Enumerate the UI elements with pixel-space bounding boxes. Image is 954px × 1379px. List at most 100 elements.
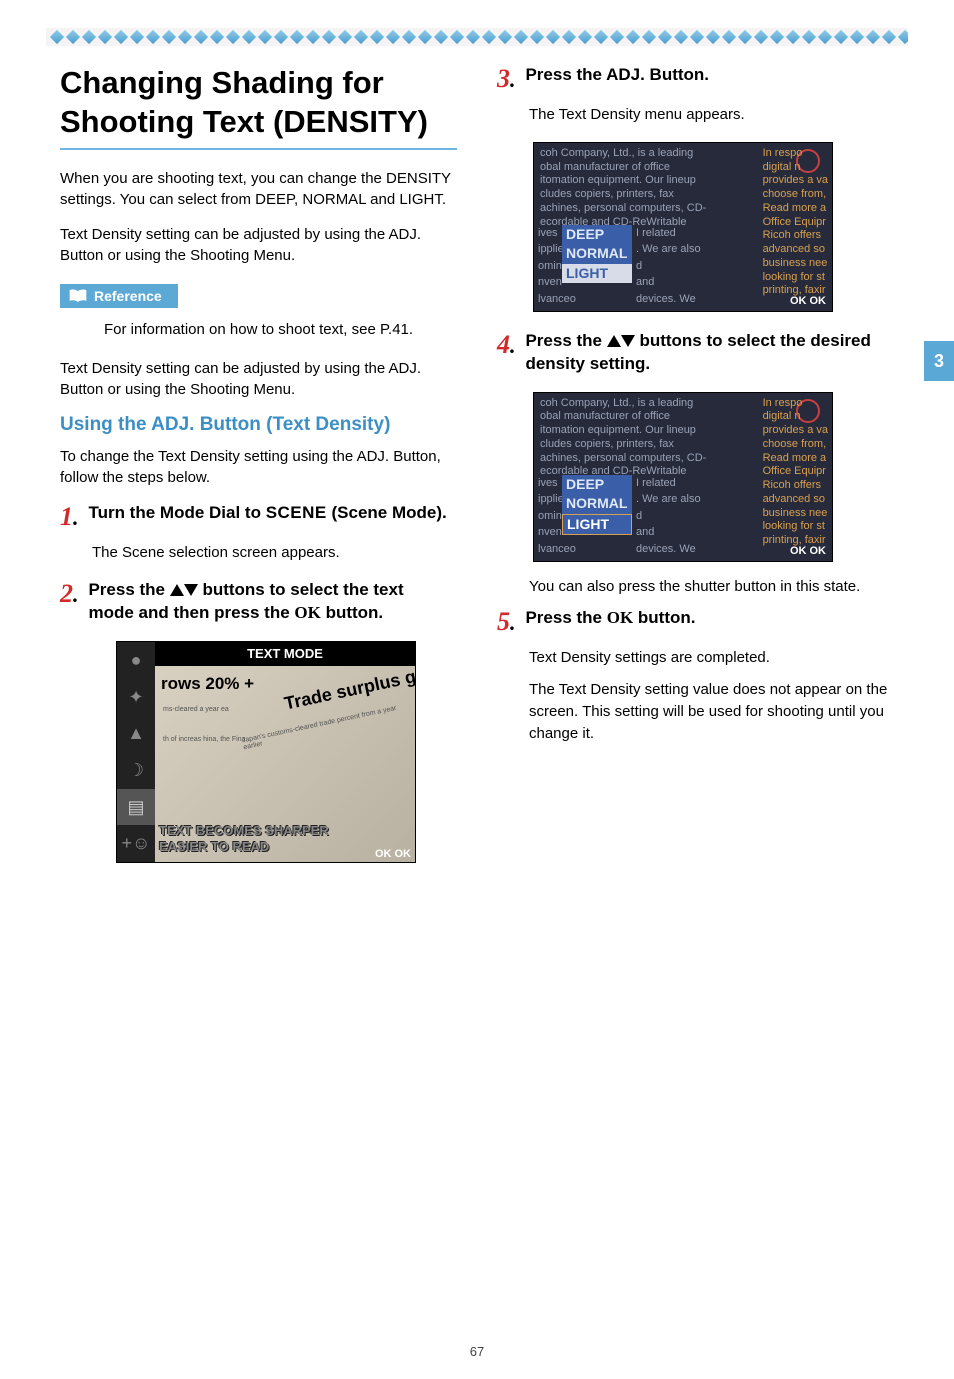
down-triangle-icon-2 xyxy=(621,335,635,347)
s5-ok: OK xyxy=(607,608,633,627)
diamond-icon xyxy=(690,30,704,44)
diamond-icon xyxy=(322,30,336,44)
diamond-icon xyxy=(386,30,400,44)
diamond-icon xyxy=(562,30,576,44)
lcd1-mode-icon: ▤ xyxy=(117,789,155,826)
diamond-icon xyxy=(754,30,768,44)
step-num-1: 1. xyxy=(60,502,84,532)
lcd1-mode-icon: ☽ xyxy=(117,752,155,789)
subheading: Using the ADJ. Button (Text Density) xyxy=(60,414,457,436)
diamond-icon xyxy=(450,30,464,44)
step-num-5: 5. xyxy=(497,607,521,637)
diamond-icon xyxy=(498,30,512,44)
lcd1-mode-icon: ✦ xyxy=(117,679,155,716)
step-4-head: Press the buttons to select the desired … xyxy=(525,330,885,376)
subheading-p: To change the Text Density setting using… xyxy=(60,446,457,488)
lcd-text-mode: ●✦▲☽▤+☺ TEXT MODE rows 20% + Trade surpl… xyxy=(116,641,416,863)
diamond-icon xyxy=(82,30,96,44)
step-3-head: Press the ADJ. Button. xyxy=(525,64,885,87)
diamond-icon xyxy=(98,30,112,44)
diamond-icon xyxy=(146,30,160,44)
step-5-sub1: Text Density settings are completed. xyxy=(529,647,894,669)
diamond-icon xyxy=(66,30,80,44)
diamond-icon xyxy=(706,30,720,44)
step1-pre: Turn the Mode Dial to xyxy=(88,503,265,522)
diamond-icon xyxy=(194,30,208,44)
diamond-icon xyxy=(610,30,624,44)
diamond-icon xyxy=(482,30,496,44)
diamond-icon xyxy=(274,30,288,44)
diamond-icon xyxy=(818,30,832,44)
lcd1-tiny1: ms-cleared a year ea xyxy=(163,706,229,713)
step-4-sub: You can also press the shutter button in… xyxy=(529,576,894,598)
lcd1-mode-icon: ▲ xyxy=(117,715,155,752)
left-column: Changing Shading for Shooting Text (DENS… xyxy=(60,64,457,863)
s4-a: Press the xyxy=(525,331,606,350)
diamond-icon xyxy=(802,30,816,44)
step-5-sub2: The Text Density setting value does not … xyxy=(529,679,894,744)
lcd1-title: TEXT MODE xyxy=(155,642,415,665)
page-number: 67 xyxy=(0,1344,954,1359)
step-3: 3. Press the ADJ. Button. The Text Densi… xyxy=(497,64,894,126)
diamond-icon xyxy=(242,30,256,44)
lcd1-tiny3: Japan's customs-cleared trade percent fr… xyxy=(241,703,408,752)
step-4: 4. Press the buttons to select the desir… xyxy=(497,330,894,376)
lcd-density-2: coh Company, Ltd., is a leadingobal manu… xyxy=(533,392,833,562)
book-icon xyxy=(68,288,88,304)
right-column: 3. Press the ADJ. Button. The Text Densi… xyxy=(497,64,894,863)
lcd1-tiny2: th of increas hina, the Fina xyxy=(163,736,246,743)
lcd1-outline2: EASIER TO READ xyxy=(159,839,269,854)
diamond-icon xyxy=(850,30,864,44)
diamond-icon xyxy=(226,30,240,44)
diamond-icon xyxy=(882,30,896,44)
step-3-sub: The Text Density menu appears. xyxy=(529,104,894,126)
diamond-icon xyxy=(738,30,752,44)
intro-p1: When you are shooting text, you can chan… xyxy=(60,168,457,210)
step1-post: (Scene Mode). xyxy=(327,503,447,522)
step-2: 2. Press the buttons to select the text … xyxy=(60,579,457,625)
diamond-icon xyxy=(434,30,448,44)
diamond-icon xyxy=(626,30,640,44)
reference-tab: Reference xyxy=(60,284,178,308)
s2-ok: OK xyxy=(294,603,320,622)
diamond-icon xyxy=(258,30,272,44)
diamond-icon xyxy=(210,30,224,44)
intro-p2: Text Density setting can be adjusted by … xyxy=(60,224,457,266)
diamond-icon xyxy=(402,30,416,44)
diamond-icon xyxy=(642,30,656,44)
diamond-icon xyxy=(354,30,368,44)
diamond-icon xyxy=(162,30,176,44)
diamond-icon xyxy=(130,30,144,44)
lcd1-mode-icon: ● xyxy=(117,642,155,679)
diamond-icon xyxy=(834,30,848,44)
step-5-head: Press the OK button. xyxy=(525,607,885,630)
lcd1-ok: OK OK xyxy=(375,848,411,860)
lcd1-mode-icon: +☺ xyxy=(117,825,155,862)
diamond-icon xyxy=(866,30,880,44)
lcd1-main: TEXT MODE rows 20% + Trade surplus gro m… xyxy=(155,642,415,862)
step-num-4: 4. xyxy=(497,330,521,360)
diamond-icon xyxy=(114,30,128,44)
diamond-icon xyxy=(50,30,64,44)
s2-a: Press the xyxy=(88,580,169,599)
lcd1-content: rows 20% + Trade surplus gro ms-cleared … xyxy=(155,666,415,862)
lcd-density-1: coh Company, Ltd., is a leadingobal manu… xyxy=(533,142,833,312)
step-1-sub: The Scene selection screen appears. xyxy=(92,542,457,564)
diamond-icon xyxy=(530,30,544,44)
step-2-head: Press the buttons to select the text mod… xyxy=(88,579,448,625)
diamond-icon xyxy=(514,30,528,44)
diamond-icon xyxy=(594,30,608,44)
step-1: 1. Turn the Mode Dial to SCENE (Scene Mo… xyxy=(60,502,457,564)
diamond-icon xyxy=(578,30,592,44)
diamond-icon xyxy=(178,30,192,44)
step1-scene: SCENE xyxy=(266,503,327,522)
s2-c: button. xyxy=(321,603,383,622)
diamond-icon xyxy=(674,30,688,44)
up-triangle-icon xyxy=(170,584,184,596)
s5-a: Press the xyxy=(525,608,606,627)
page-title: Changing Shading for Shooting Text (DENS… xyxy=(60,64,457,142)
diamond-icon xyxy=(466,30,480,44)
diamond-icon xyxy=(658,30,672,44)
diamond-icon xyxy=(898,30,908,44)
diamond-icon xyxy=(546,30,560,44)
